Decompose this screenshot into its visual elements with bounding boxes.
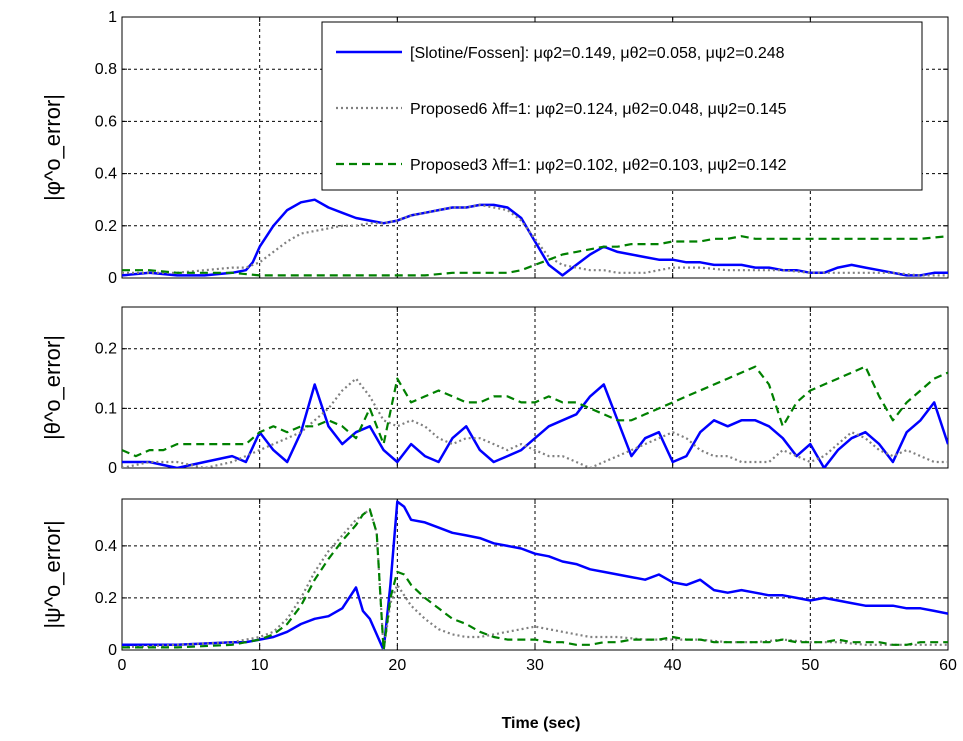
y-tick-label: 0.4 [95, 538, 117, 555]
plots: 0 0.2 0.4 0.6 0.8 1 |φ^o_error| [Slotine/Fossen… [40, 9, 957, 674]
legend-label-proposed3: Proposed3 λff=1: μφ2=0.102, μθ2=0.103, μ… [410, 157, 787, 174]
legend-box [321, 21, 923, 191]
y-tick-label: 0.2 [95, 341, 117, 358]
series-line-slotine [122, 500, 948, 650]
subplot-1: 0 0.2 0.4 0.6 0.8 1 |φ^o_error| [Slotine/Fossen… [40, 9, 949, 287]
subplot-3: 0 0.2 0.4 0 10 20 30 40 50 60 |ψ^o_error| [40, 498, 957, 674]
x-tick-label: 10 [251, 657, 269, 674]
y-axis-label: |φ^o_error| [40, 94, 65, 201]
y-axis-label: |θ^o_error| [40, 335, 65, 440]
x-tick-label: 30 [526, 657, 544, 674]
y-tick-label: 1 [108, 9, 117, 26]
subplot-2: 0 0.1 0.2 |θ^o_error| [40, 306, 949, 477]
legend: [Slotine/Fossen]: μφ2=0.149, μθ2=0.058, … [321, 21, 923, 191]
x-tick-label: 50 [801, 657, 819, 674]
series-line-proposed3 [122, 508, 948, 650]
legend-label-slotine: [Slotine/Fossen]: μφ2=0.149, μθ2=0.058, … [410, 45, 785, 62]
y-tick-label: 0.1 [95, 400, 117, 417]
x-tick-label: 60 [939, 657, 957, 674]
x-tick-label: 0 [118, 657, 127, 674]
series-line-proposed3 [122, 235, 948, 277]
x-tick-label: 40 [664, 657, 682, 674]
y-tick-label: 0.4 [95, 166, 117, 183]
y-tick-label: 0 [108, 270, 117, 287]
y-tick-label: 0.8 [95, 61, 117, 78]
y-tick-label: 0.6 [95, 113, 117, 130]
y-tick-label: 0.2 [95, 590, 117, 607]
x-tick-label: 20 [388, 657, 406, 674]
y-axis-label: |ψ^o_error| [40, 520, 65, 628]
series-line-slotine [122, 383, 948, 468]
x-axis-label: Time (sec) [502, 715, 581, 732]
series-line-proposed6 [122, 377, 948, 468]
legend-label-proposed6: Proposed6 λff=1: μφ2=0.124, μθ2=0.048, μ… [410, 101, 787, 118]
y-tick-label: 0 [108, 460, 117, 477]
series-line-proposed3 [122, 365, 948, 458]
y-tick-label: 0.2 [95, 218, 117, 235]
series-line-proposed6 [122, 203, 948, 277]
series-line-slotine [122, 198, 948, 277]
y-tick-label: 0 [108, 642, 117, 659]
